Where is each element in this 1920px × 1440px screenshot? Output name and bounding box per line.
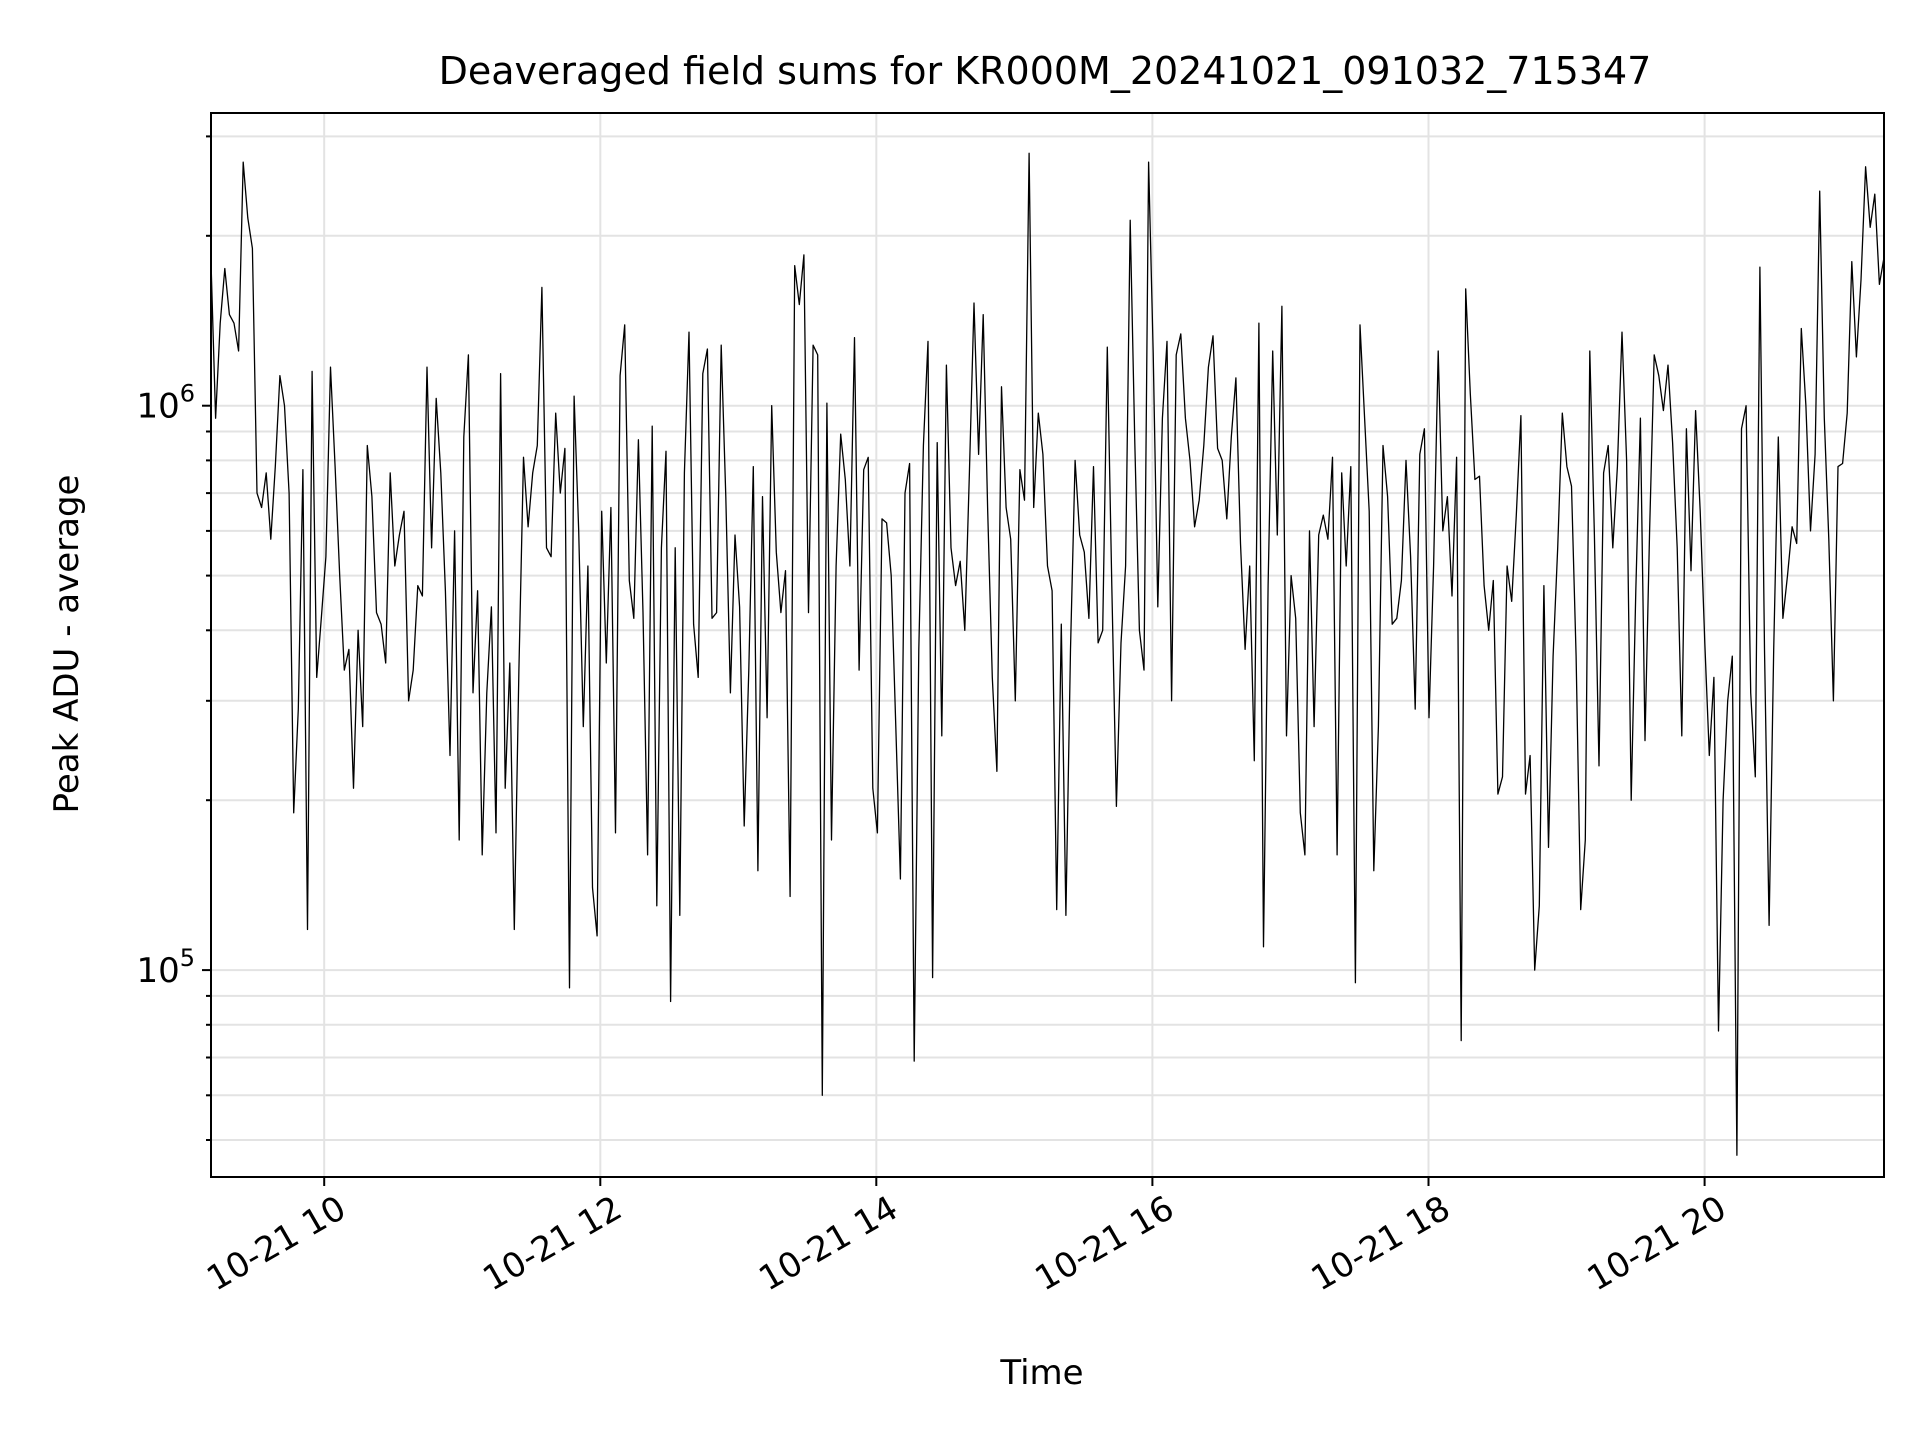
chart-title: Deaveraged field sums for KR000M_2024102… [439,49,1652,93]
y-tick-exponent: 6 [180,380,195,408]
y-axis-label: Peak ADU - average [47,475,87,814]
axes-frame [210,112,1885,1178]
y-tick-base: 10 [136,951,179,991]
y-tick-label: 106 [136,380,195,427]
y-tick-exponent: 5 [180,944,195,972]
series-line [210,152,1885,1156]
y-tick-base: 10 [136,387,179,427]
plot-area [210,112,1885,1178]
y-tick-label: 105 [136,944,195,991]
x-axis-label: Time [999,1353,1083,1393]
series-layer [210,152,1885,1156]
